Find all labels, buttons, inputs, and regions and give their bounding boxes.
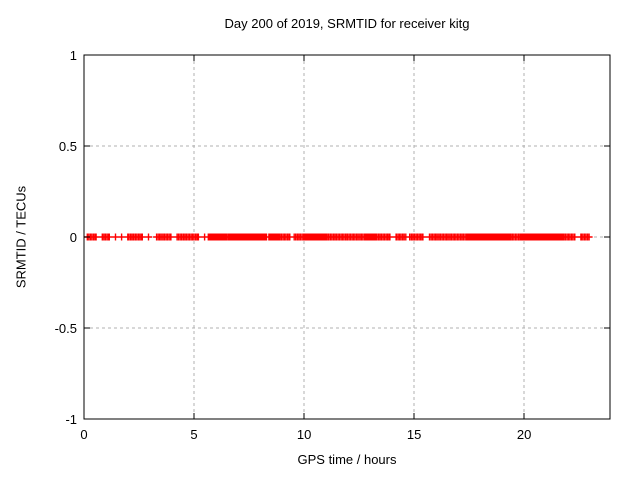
plot-border <box>83 54 611 420</box>
y-tick-label: -1 <box>65 412 77 427</box>
y-tick-label: 1 <box>69 48 77 63</box>
data-series-path <box>83 233 593 241</box>
x-tick-label: 5 <box>190 427 198 442</box>
x-tick-label: 15 <box>406 427 422 442</box>
x-tick-label: 20 <box>516 427 532 442</box>
x-tick-label: 0 <box>80 427 88 442</box>
x-tick-label: 10 <box>296 427 312 442</box>
y-tick-label: -0.5 <box>54 321 77 336</box>
y-tick-label: 0.5 <box>58 139 77 154</box>
y-tick-label: 0 <box>69 230 77 245</box>
data-series <box>83 233 593 241</box>
y-axis-label: SRMTID / TECUs <box>13 185 29 289</box>
chart-title: Day 200 of 2019, SRMTID for receiver kit… <box>224 16 470 31</box>
x-axis-label: GPS time / hours <box>297 452 397 467</box>
